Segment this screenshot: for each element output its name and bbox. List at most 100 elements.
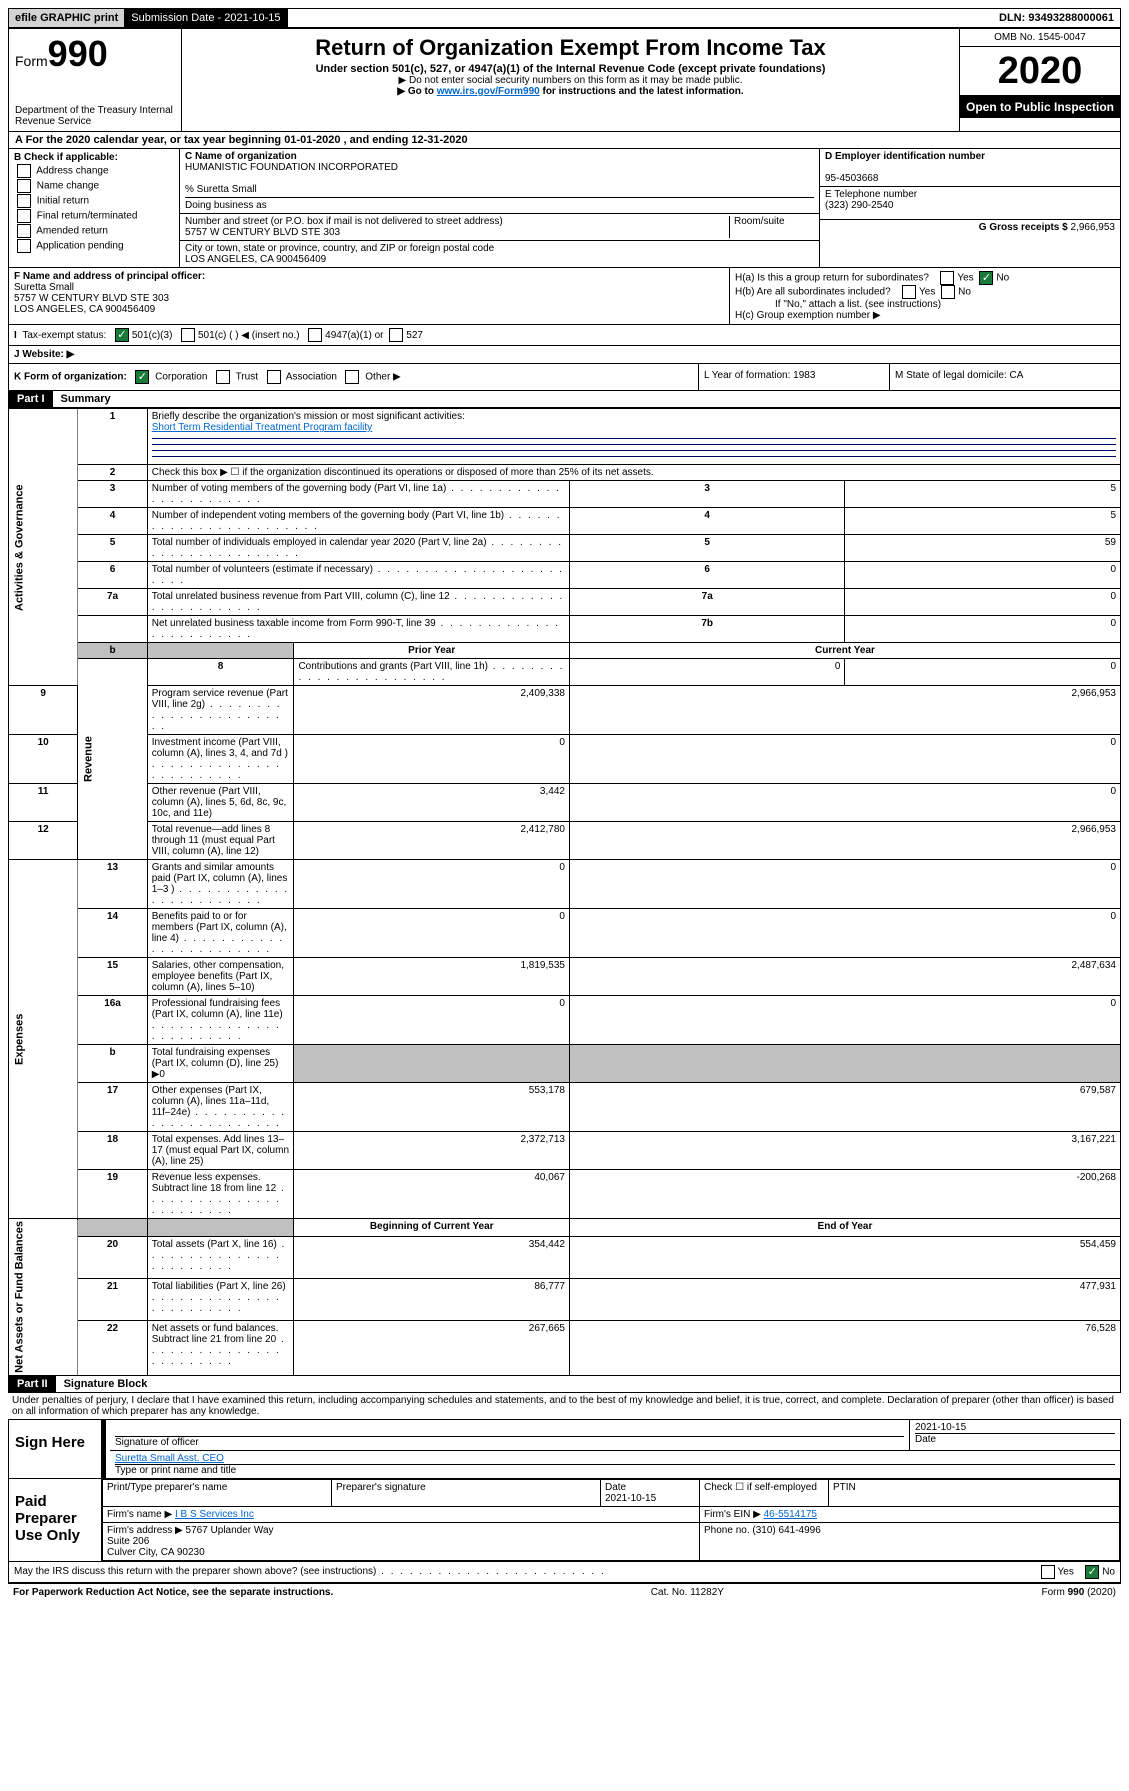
ein-cell: D Employer identification number 95-4503…: [820, 149, 1120, 187]
footer-left: For Paperwork Reduction Act Notice, see …: [13, 1587, 333, 1598]
room-label: Room/suite: [729, 216, 814, 238]
typed-name[interactable]: Suretta Small Asst. CEO: [115, 1453, 224, 1464]
open-to-public: Open to Public Inspection: [960, 96, 1120, 118]
form-subtitle: Under section 501(c), 527, or 4947(a)(1)…: [188, 63, 953, 75]
part-ii-title: Signature Block: [56, 1376, 156, 1392]
header-left: Form990 Department of the Treasury Inter…: [9, 29, 182, 131]
form-title: Return of Organization Exempt From Incom…: [188, 35, 953, 61]
efile-text: efile GRAPHIC print: [15, 12, 118, 24]
discuss-no[interactable]: ✓: [1085, 1565, 1099, 1579]
section-a: A For the 2020 calendar year, or tax yea…: [8, 132, 1121, 149]
paid-content: Print/Type preparer's name Preparer's si…: [102, 1479, 1120, 1561]
firm-name-cell: Firm's name ▶ I B S Services Inc: [103, 1506, 700, 1522]
section-k: K Form of organization: ✓ Corporation Tr…: [8, 364, 1121, 391]
part-i-table: Activities & Governance 1 Briefly descri…: [8, 408, 1121, 1376]
form-header: Form990 Department of the Treasury Inter…: [8, 28, 1121, 132]
e-label: E Telephone number: [825, 189, 917, 200]
efile-label[interactable]: efile GRAPHIC print: [9, 9, 125, 27]
firm-ein-cell: Firm's EIN ▶ 46-5514175: [700, 1506, 1120, 1522]
chk-assoc[interactable]: [267, 370, 281, 384]
goto-line: ▶ Go to www.irs.gov/Form990 for instruct…: [188, 86, 953, 97]
section-i: I Tax-exempt status: ✓ 501(c)(3) 501(c) …: [8, 325, 1121, 346]
header-right: OMB No. 1545-0047 2020 Open to Public In…: [959, 29, 1120, 131]
section-j: J Website: ▶: [8, 346, 1121, 364]
chk-application-pending[interactable]: Application pending: [14, 239, 174, 253]
l-year: L Year of formation: 1983: [699, 364, 890, 390]
sig-date: 2021-10-15: [915, 1422, 966, 1433]
chk-trust[interactable]: [216, 370, 230, 384]
chk-amended-return[interactable]: Amended return: [14, 224, 174, 238]
prep-name-hdr: Print/Type preparer's name: [103, 1479, 332, 1506]
care-of: % Suretta Small: [185, 184, 257, 195]
phone-cell: E Telephone number (323) 290-2540: [820, 187, 1120, 220]
chk-name-change[interactable]: Name change: [14, 179, 174, 193]
firm-phone-cell: Phone no. (310) 641-4996: [700, 1522, 1120, 1560]
no-ssn-note: ▶ Do not enter social security numbers o…: [188, 75, 953, 86]
sign-arrow: [102, 1420, 110, 1478]
sign-content: Signature of officer 2021-10-15 Date Sur…: [110, 1420, 1120, 1478]
chk-4947[interactable]: [308, 328, 322, 342]
prep-date-cell: Date2021-10-15: [601, 1479, 700, 1506]
top-bar: efile GRAPHIC print Submission Date - 20…: [8, 8, 1121, 28]
section-f: F Name and address of principal officer:…: [9, 268, 730, 324]
f-label: F Name and address of principal officer:: [14, 271, 205, 282]
sig-officer-cell[interactable]: Signature of officer: [110, 1420, 910, 1450]
city: LOS ANGELES, CA 900456409: [185, 254, 326, 265]
officer-addr1: 5757 W CENTURY BLVD STE 303: [14, 293, 169, 304]
g-label: G Gross receipts $: [979, 222, 1068, 233]
chk-other[interactable]: [345, 370, 359, 384]
sign-block: Sign Here Signature of officer 2021-10-1…: [8, 1419, 1121, 1479]
chk-address-change[interactable]: Address change: [14, 164, 174, 178]
gross-receipts: 2,966,953: [1071, 222, 1116, 233]
tax-year: 2020: [960, 47, 1120, 96]
footer-right: Form 990 (2020): [1042, 1587, 1116, 1598]
discuss-yes[interactable]: [1041, 1565, 1055, 1579]
chk-initial-return[interactable]: Initial return: [14, 194, 174, 208]
sig-officer-label: Signature of officer: [115, 1436, 904, 1448]
form-label: Form: [15, 53, 48, 69]
discuss-yes-no: Yes ✓No: [1038, 1565, 1115, 1579]
side-netassets: Net Assets or Fund Balances: [9, 1219, 78, 1376]
paid-table: Print/Type preparer's name Preparer's si…: [102, 1479, 1120, 1561]
prep-sig-hdr: Preparer's signature: [332, 1479, 601, 1506]
chk-501c3[interactable]: ✓: [115, 328, 129, 342]
line-1-num: 1: [78, 409, 147, 465]
h-c: H(c) Group exemption number ▶: [735, 310, 1115, 321]
i-label: Tax-exempt status:: [22, 330, 106, 341]
typed-name-cell: Suretta Small Asst. CEO Type or print na…: [110, 1451, 1120, 1478]
discuss-row: May the IRS discuss this return with the…: [8, 1562, 1121, 1583]
header-middle: Return of Organization Exempt From Incom…: [182, 29, 959, 131]
h-b: H(b) Are all subordinates included? Yes …: [735, 285, 1115, 299]
dln-label: DLN: 93493288000061: [993, 9, 1120, 27]
part-i-badge: Part I: [9, 391, 53, 407]
paid-preparer-block: Paid Preparer Use Only Print/Type prepar…: [8, 1479, 1121, 1562]
b-label: B Check if applicable:: [14, 152, 118, 163]
paid-preparer-label: Paid Preparer Use Only: [9, 1479, 102, 1561]
line-1: Briefly describe the organization's miss…: [147, 409, 1120, 465]
part-ii-header: Part II Signature Block: [8, 1376, 1121, 1393]
chk-corp[interactable]: ✓: [135, 370, 149, 384]
part-ii-badge: Part II: [9, 1376, 56, 1392]
self-emp-cell[interactable]: Check ☐ if self-employed: [700, 1479, 829, 1506]
chk-final-return[interactable]: Final return/terminated: [14, 209, 174, 223]
penalty-statement: Under penalties of perjury, I declare th…: [8, 1393, 1121, 1419]
goto-post: for instructions and the latest informat…: [540, 86, 744, 97]
side-expenses: Expenses: [9, 860, 78, 1219]
h-b-note: If "No," attach a list. (see instruction…: [735, 299, 1115, 310]
typed-label: Type or print name and title: [115, 1464, 1115, 1476]
part-i-title: Summary: [53, 391, 119, 407]
discuss-text: May the IRS discuss this return with the…: [14, 1566, 606, 1577]
goto-pre: ▶ Go to: [397, 86, 436, 97]
org-name: HUMANISTIC FOUNDATION INCORPORATED: [185, 162, 398, 173]
j-label: J Website: ▶: [14, 349, 74, 360]
ein: 95-4503668: [825, 173, 878, 184]
line-2-num: 2: [78, 465, 147, 481]
chk-527[interactable]: [389, 328, 403, 342]
city-cell: City or town, state or province, country…: [180, 241, 819, 267]
k-form-org: K Form of organization: ✓ Corporation Tr…: [9, 364, 699, 390]
section-c: C Name of organization HUMANISTIC FOUNDA…: [180, 149, 820, 267]
dept-label: Department of the Treasury Internal Reve…: [15, 105, 175, 127]
chk-501c[interactable]: [181, 328, 195, 342]
mission-text[interactable]: Short Term Residential Treatment Program…: [152, 422, 372, 433]
goto-link[interactable]: www.irs.gov/Form990: [437, 86, 540, 97]
